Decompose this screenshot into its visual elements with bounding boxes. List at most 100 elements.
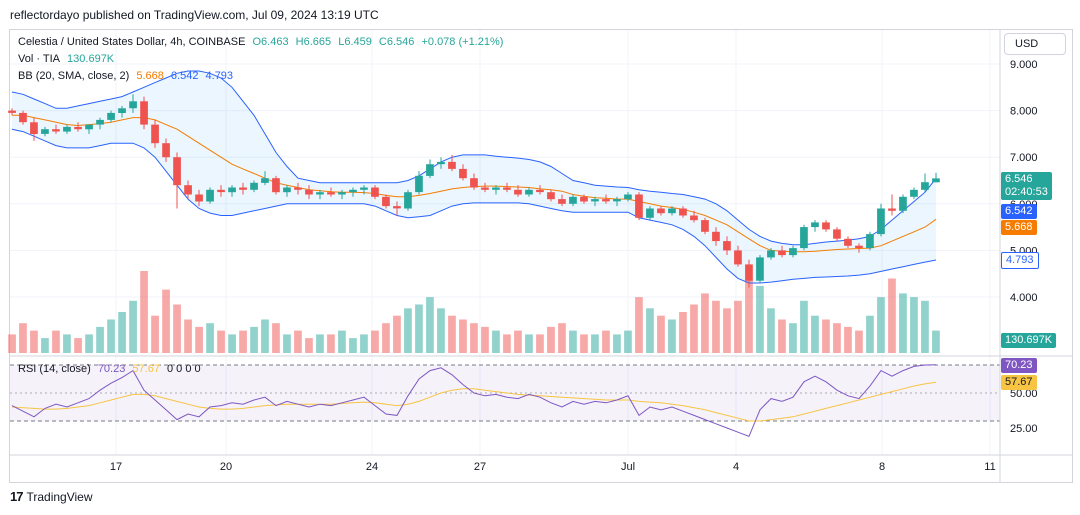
- legend-open: O6.463: [252, 36, 289, 48]
- candle-body: [316, 192, 324, 195]
- bb-basis-badge: 5.668: [1001, 220, 1037, 235]
- volume-bar: [635, 297, 643, 353]
- volume-bar: [316, 334, 324, 353]
- volume-bar: [745, 278, 753, 353]
- time-tick-label: Jul: [621, 461, 635, 473]
- legend-high: H6.665: [295, 36, 332, 48]
- candle-body: [910, 189, 918, 197]
- symbol-legend[interactable]: Celestia / United States Dollar, 4h, COI…: [18, 36, 507, 48]
- rsi-ma-value: 57.67: [132, 363, 160, 375]
- volume-bar: [558, 323, 566, 353]
- candle-body: [327, 192, 335, 195]
- volume-bar: [855, 330, 863, 353]
- volume-bar: [899, 293, 907, 353]
- volume-bar: [404, 308, 412, 353]
- volume-legend[interactable]: Vol · TIA 130.697K: [18, 53, 118, 65]
- volume-bar: [19, 323, 27, 353]
- volume-bar: [30, 330, 38, 353]
- volume-bar: [250, 326, 258, 353]
- volume-label: Vol · TIA: [18, 53, 60, 65]
- volume-bar: [723, 308, 731, 353]
- volume-bar: [338, 330, 346, 353]
- candle-body: [74, 126, 82, 130]
- candle-body: [96, 119, 104, 125]
- rsi-tick-label: 25.00: [1010, 423, 1038, 435]
- time-tick-label: 17: [110, 461, 122, 473]
- candle-body: [844, 238, 852, 246]
- candle-body: [657, 208, 665, 214]
- candle-body: [19, 112, 27, 123]
- volume-bar: [800, 300, 808, 353]
- volume-bar: [294, 330, 302, 353]
- tradingview-logo-text: TradingView: [26, 489, 93, 504]
- candle-body: [382, 196, 390, 207]
- price-tick-label: 4.000: [1010, 292, 1038, 304]
- candle-body: [602, 199, 610, 202]
- volume-bar: [283, 334, 291, 353]
- candle-body: [173, 157, 181, 186]
- candle-body: [107, 112, 115, 120]
- volume-bar: [778, 319, 786, 353]
- currency-button[interactable]: USD: [1004, 33, 1066, 55]
- bb-lower-line: [11, 128, 937, 284]
- candle-body: [404, 192, 412, 209]
- bb-legend[interactable]: BB (20, SMA, close, 2) 5.668 6.542 4.793: [18, 70, 237, 82]
- volume-bar: [932, 330, 940, 353]
- volume-bar: [459, 319, 467, 353]
- candle-body: [228, 187, 236, 193]
- candle-body: [646, 208, 654, 218]
- candle-body: [833, 229, 841, 239]
- legend-close: C6.546: [378, 36, 415, 48]
- time-tick-label: 24: [366, 461, 378, 473]
- volume-bar: [327, 334, 335, 353]
- candle-body: [734, 250, 742, 265]
- candle-body: [877, 208, 885, 235]
- volume-bar: [569, 330, 577, 353]
- volume-bar: [63, 334, 71, 353]
- tradingview-logo[interactable]: 17 TradingView: [10, 489, 93, 504]
- volume-bar: [371, 330, 379, 353]
- volume-bar: [536, 334, 544, 353]
- bb-lower-badge: 4.793: [1001, 252, 1039, 269]
- candle-body: [63, 126, 71, 132]
- bb-upper-line: [11, 70, 937, 246]
- candle-body: [437, 161, 445, 165]
- rsi-ma-line: [11, 381, 937, 422]
- candle-body: [151, 124, 159, 144]
- candle-body: [184, 185, 192, 195]
- bb-lower-value: 4.793: [205, 70, 234, 82]
- candle-body: [459, 168, 467, 179]
- candle-body: [569, 196, 577, 204]
- volume-bar: [690, 304, 698, 353]
- candle-body: [525, 189, 533, 195]
- candle-body: [591, 199, 599, 202]
- rsi-tick-label: 50.00: [1010, 388, 1038, 400]
- rsi-badge: 70.23: [1001, 358, 1037, 373]
- rsi-legend[interactable]: RSI (14, close) 70.23 57.67 0 0 0 0: [18, 363, 205, 375]
- volume-bar: [866, 315, 874, 353]
- rsi-line: [11, 364, 937, 438]
- volume-bar: [833, 323, 841, 353]
- price-badge-countdown: 02:40:53: [1005, 186, 1048, 198]
- candle-body: [822, 222, 830, 230]
- volume-bar: [426, 297, 434, 353]
- volume-bar: [437, 308, 445, 353]
- volume-bar: [602, 330, 610, 353]
- candle-body: [580, 196, 588, 202]
- time-tick-label: 20: [220, 461, 232, 473]
- volume-bar: [140, 271, 148, 353]
- candle-body: [932, 178, 940, 183]
- candle-body: [52, 129, 60, 132]
- candle-body: [206, 189, 214, 202]
- volume-bar: [811, 315, 819, 353]
- volume-bar: [382, 323, 390, 353]
- candle-body: [338, 192, 346, 195]
- candle-body: [162, 143, 170, 158]
- volume-bar: [8, 334, 16, 353]
- time-tick-label: 4: [733, 461, 739, 473]
- symbol-title: Celestia / United States Dollar, 4h, COI…: [18, 36, 246, 48]
- volume-bar: [580, 334, 588, 353]
- volume-bar: [74, 338, 82, 353]
- candle-body: [745, 264, 753, 281]
